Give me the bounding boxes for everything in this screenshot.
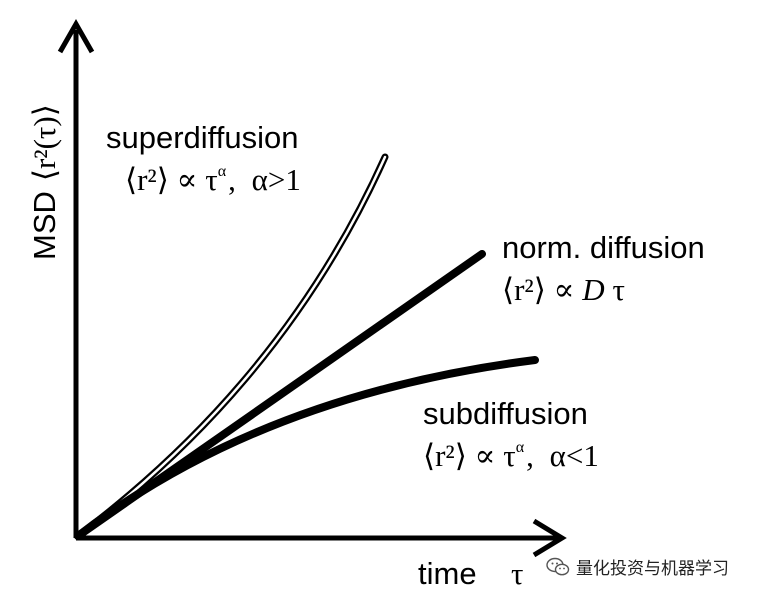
watermark-text: 量化投资与机器学习 (576, 559, 729, 579)
subdiffusion-formula: ⟨r²⟩ ∝ τα, α<1 (423, 438, 599, 473)
wechat-icon (546, 557, 570, 575)
subdiffusion-formula-left: ⟨r²⟩ ∝ τ (423, 438, 516, 473)
normal-formula-left: ⟨r²⟩ ∝ (502, 272, 582, 307)
subdiffusion-label: subdiffusion (423, 396, 588, 431)
x-label-symbol: τ (511, 556, 523, 591)
superdiffusion-curve-outer (74, 153, 389, 540)
y-axis-arrowhead (57, 18, 95, 54)
normal-formula-tau: τ (605, 272, 625, 307)
normal-formula-d: D (581, 272, 604, 307)
x-label-main: time (418, 556, 477, 591)
subdiffusion-exponent: α (516, 439, 525, 456)
superdiffusion-formula-left: ⟨r²⟩ ∝ τ (125, 162, 218, 197)
svg-text:MSD⟨r²(τ)⟩: MSD ⟨r²(τ)⟩ (27, 104, 62, 260)
superdiffusion-formula: ⟨r²⟩ ∝ τα, α>1 (125, 162, 301, 197)
normal-diffusion-label: norm. diffusion (502, 230, 705, 265)
superdiffusion-label: superdiffusion (106, 120, 298, 155)
y-label-main: MSD (27, 191, 62, 260)
y-label-formula: ⟨r²(τ)⟩ (27, 104, 62, 181)
normal-diffusion-formula: ⟨r²⟩ ∝ D τ (502, 272, 625, 307)
curves (74, 153, 539, 540)
subdiffusion-curve (74, 356, 539, 540)
superdiffusion-curve-inner (76, 155, 387, 538)
axes (57, 18, 567, 558)
superdiffusion-exponent: α (218, 163, 227, 180)
subdiffusion-condition: α<1 (550, 438, 599, 473)
superdiffusion-condition: α>1 (252, 162, 301, 197)
x-axis-arrowhead (532, 518, 567, 558)
y-axis-label: MSD ⟨r²(τ)⟩ (27, 104, 62, 260)
watermark: 量化投资与机器学习 (546, 554, 729, 579)
